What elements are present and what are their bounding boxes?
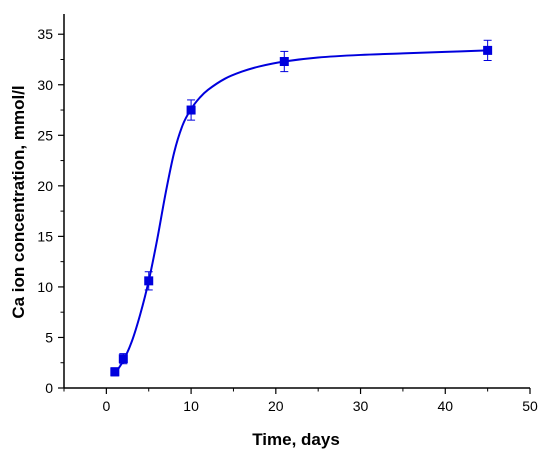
data-point (144, 276, 154, 286)
data-point (110, 367, 120, 377)
x-tick-label: 50 (522, 398, 538, 414)
y-tick-label: 35 (37, 26, 53, 42)
y-axis-label: Ca ion concentration, mmol/l (9, 85, 28, 318)
y-tick-label: 20 (37, 178, 53, 194)
x-tick-label: 20 (268, 398, 284, 414)
y-tick-label: 10 (37, 279, 53, 295)
y-tick-label: 30 (37, 77, 53, 93)
series (110, 39, 493, 377)
data-point (483, 45, 493, 55)
data-point (279, 57, 289, 67)
x-tick-label: 10 (183, 398, 199, 414)
data-point (118, 354, 128, 364)
x-tick-label: 0 (102, 398, 110, 414)
x-axis-label: Time, days (252, 430, 340, 449)
data-point (186, 105, 196, 115)
fit-curve (113, 49, 488, 375)
x-tick-label: 40 (437, 398, 453, 414)
y-tick-label: 25 (37, 127, 53, 143)
ticks: 0 10 20 30 40 50 0 5 10 15 20 25 30 35 (37, 26, 538, 414)
y-tick-label: 5 (45, 329, 53, 345)
y-tick-label: 15 (37, 228, 53, 244)
axes (63, 14, 530, 389)
y-tick-label: 0 (45, 380, 53, 396)
x-tick-label: 30 (353, 398, 369, 414)
